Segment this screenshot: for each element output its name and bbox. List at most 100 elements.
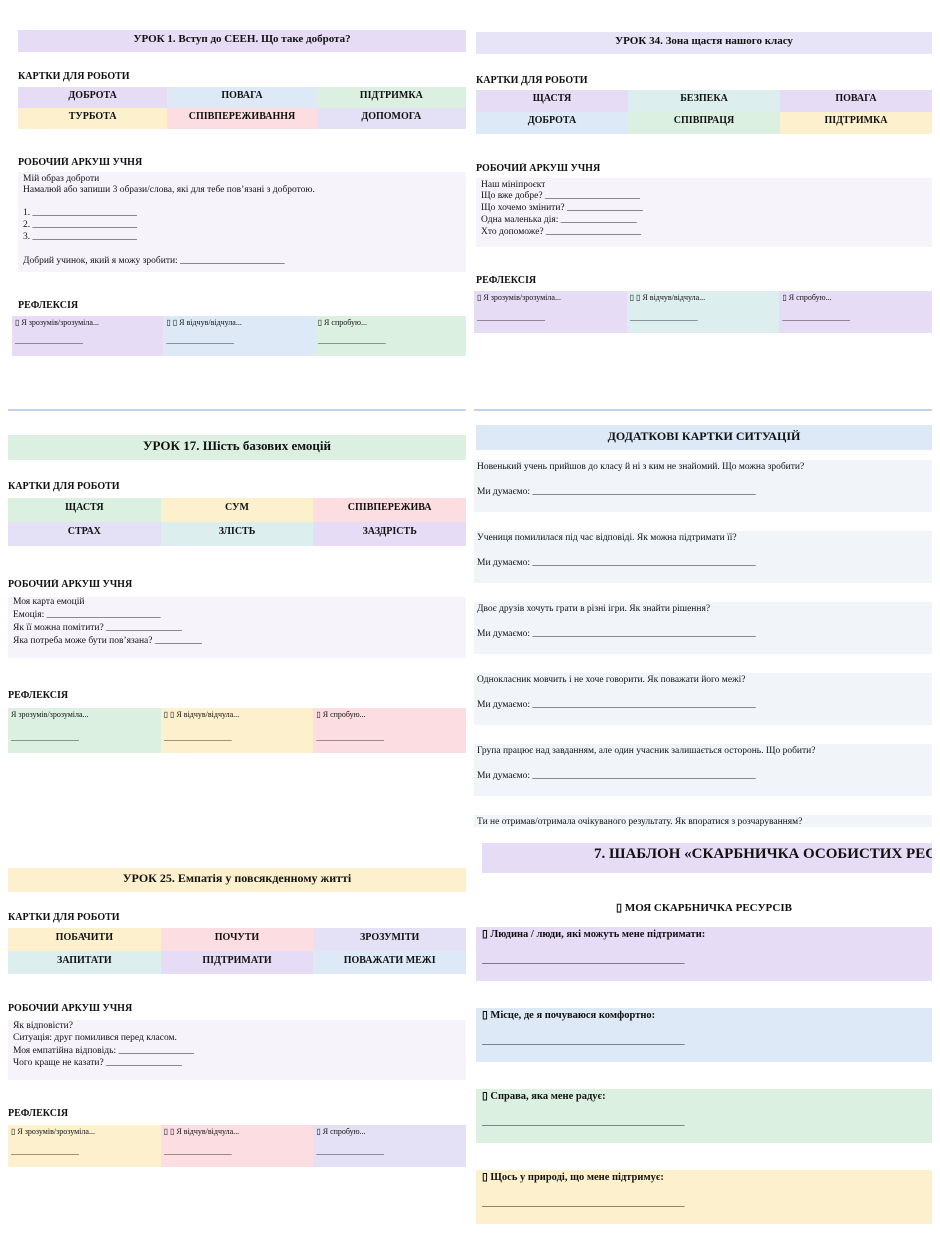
worksheet-box [8,597,466,658]
worksheet-line: Моя карта емоцій [13,597,85,607]
card: СТРАХ [8,522,161,546]
reflection-blank: _________________ [15,336,83,345]
divider [474,409,932,411]
section-heading: РОБОЧИЙ АРКУШ УЧНЯ [8,579,133,590]
reflection-blank: _________________ [11,1147,79,1156]
section-heading: КАРТКИ ДЛЯ РОБОТИ [476,75,588,86]
worksheet-line: Що вже добре? ____________________ [481,191,640,201]
situation-box [474,460,932,512]
card: ЩАСТЯ [8,498,161,522]
section-heading: РОБОЧИЙ АРКУШ УЧНЯ [18,157,143,168]
resource-label: ▯ Людина / люди, які можуть мене підтрим… [482,929,706,940]
reflection-blank: _________________ [782,313,851,322]
reflection-text: ▯ ▯ Я відчув/відчула... [163,1127,240,1136]
section-heading: КАРТКИ ДЛЯ РОБОТИ [8,912,120,923]
divider [8,409,466,411]
template-title: 7. ШАБЛОН «СКАРБНИЧКА ОСОБИСТИХ РЕСУРС [482,843,932,873]
worksheet-line: Наш мініпроєкт [481,180,546,190]
card: ДОПОМОГА [316,108,466,129]
worksheet-line: Хто допоможе? ____________________ [481,227,642,237]
situation-box [474,531,932,583]
reflection-box [626,291,780,333]
reflection-blank: _________________ [629,313,698,322]
reflection-blank: _________________ [163,1147,232,1156]
situation-answer: Ми думаємо: ____________________________… [477,487,756,497]
situation-question: Учениця помилилася під час відповіді. Як… [477,533,737,543]
reflection-text: ▯ Я зрозумів/зрозуміла... [11,1127,95,1136]
card: ЗРОЗУМІТИ [313,928,466,951]
resource-line: ________________________________________… [482,1117,685,1127]
reflection-box [779,291,932,333]
resource-label: ▯ Щось у природі, що мене підтримує: [482,1172,664,1183]
reflection-box [314,316,466,356]
resource-label: ▯ Місце, де я почуваюся комфортно: [482,1010,656,1021]
card: ПОВАГА [167,87,317,108]
worksheet-line: Ситуація: друг помилився перед класом. [13,1033,177,1043]
situation-box [474,744,932,796]
worksheet-line: 1. ______________________ [23,208,137,218]
reflection-blank: _________________ [166,336,235,345]
reflection-box [163,316,315,356]
section-heading: РОБОЧИЙ АРКУШ УЧНЯ [476,163,601,174]
situations-title: ДОДАТКОВІ КАРТКИ СИТУАЦІЙ [476,425,932,450]
reflection-box [313,1125,466,1167]
resource-box [476,1089,932,1143]
worksheet-line: 2. ______________________ [23,220,137,230]
section-heading: РЕФЛЕКСІЯ [18,300,79,311]
lesson-title: УРОК 34. Зона щастя нашого класу [476,32,932,54]
worksheet-line: Яка потреба може бути пов’язана? _______… [13,636,203,646]
card: СПІВПРАЦЯ [628,112,780,134]
resource-box [476,1008,932,1062]
card: БЕЗПЕКА [628,90,780,112]
reflection-blank: _________________ [316,1147,385,1156]
card: ДОБРОТА [18,87,168,108]
reflection-box [474,291,627,333]
reflection-blank: _________________ [11,733,79,742]
resource-label: ▯ Справа, яка мене радує: [482,1091,606,1102]
situation-question: Двоє друзів хочуть грати в різні ігри. Я… [477,604,711,614]
card: ДОБРОТА [476,112,628,134]
card: ЩАСТЯ [476,90,628,112]
reflection-text: ▯ ▯ Я відчув/відчула... [629,293,706,302]
card: СУМ [160,498,314,522]
card: СПІВПЕРЕЖИВАННЯ [167,108,317,129]
card: ПІДТРИМАТИ [160,951,314,974]
reflection-text: ▯ Я спробую... [316,1127,366,1136]
template-subtitle: ▯ МОЯ СКАРБНИЧКА РЕСУРСІВ [616,902,792,914]
reflection-text: ▯ Я зрозумів/зрозуміла... [477,293,561,302]
reflection-text: Я зрозумів/зрозуміла... [11,710,89,719]
situation-answer: Ми думаємо: ____________________________… [477,700,756,710]
worksheet-line: 3. ______________________ [23,232,137,242]
card: ПІДТРИМКА [780,112,932,134]
reflection-box [160,1125,314,1167]
worksheet-line: Емоція: ________________________ [13,610,161,620]
reflection-text: ▯ Я зрозумів/зрозуміла... [15,318,99,327]
card: ПОВАГА [780,90,932,112]
section-heading: РЕФЛЕКСІЯ [8,1108,69,1119]
situation-answer: Ми думаємо: ____________________________… [477,629,756,639]
situation-box [474,602,932,654]
resource-line: ________________________________________… [482,1198,685,1208]
card: СПІВПЕРЕЖИВА [313,498,466,522]
worksheet-line: Намалюй або запиши 3 образи/слова, які д… [23,185,315,195]
resource-line: ________________________________________… [482,1036,685,1046]
worksheet-box [476,178,932,247]
situation-question: Група працює над завданням, але один уча… [477,746,816,756]
situation-box [474,815,932,827]
card: ПОЧУТИ [160,928,314,951]
worksheet-box [18,172,466,272]
situation-question: Ти не отримав/отримала очікуваного резул… [477,817,803,827]
reflection-blank: _________________ [316,733,385,742]
section-heading: РЕФЛЕКСІЯ [476,275,537,286]
resource-box [476,927,932,981]
reflection-blank: _________________ [317,336,386,345]
section-heading: РОБОЧИЙ АРКУШ УЧНЯ [8,1003,133,1014]
situation-question: Новенький учень прийшов до класу й ні з … [477,462,805,472]
lesson-title: УРОК 17. Шість базових емоцій [8,435,466,460]
reflection-text: ▯ ▯ Я відчув/відчула... [163,710,240,719]
worksheet-line: Мій образ доброти [23,174,100,184]
resource-box [476,1170,932,1224]
card: ЗАЗДРІСТЬ [313,522,466,546]
reflection-box [8,1125,161,1167]
